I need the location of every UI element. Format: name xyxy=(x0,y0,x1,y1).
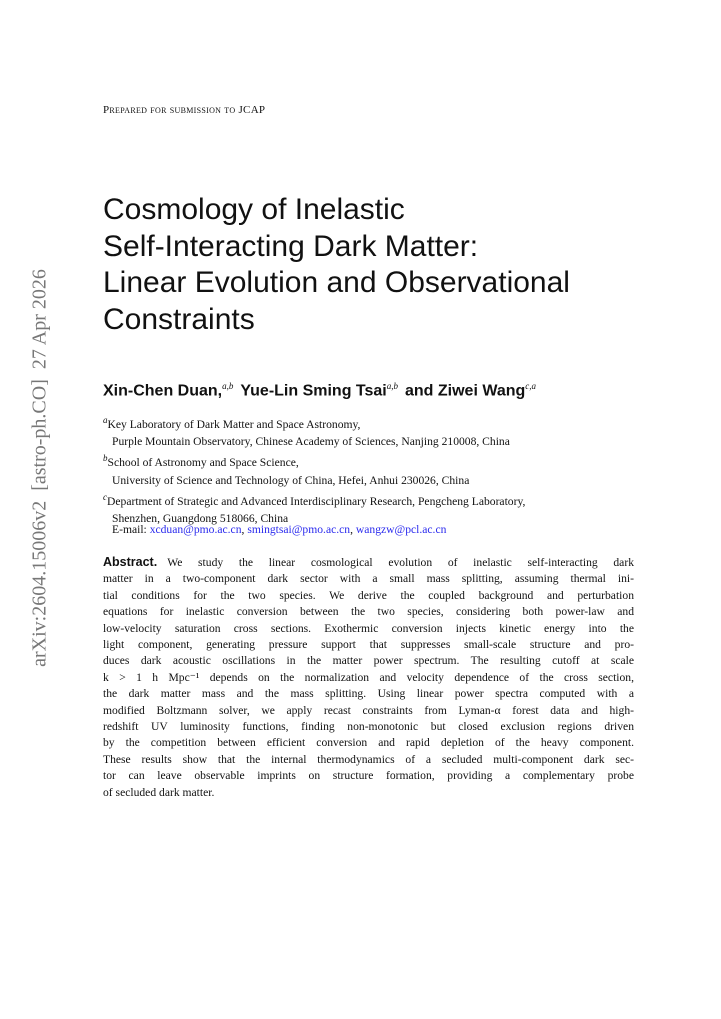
affiliation-line: cDepartment of Strategic and Advanced In… xyxy=(103,489,525,510)
author-name: Yue-Lin Sming Tsai xyxy=(240,382,387,400)
abstract-text: tial conditions for the two species. We … xyxy=(103,588,634,602)
affiliation-line: Shenzhen, Guangdong 518066, China xyxy=(103,510,525,527)
abstract-line: matter in a two-component dark sector wi… xyxy=(103,571,634,587)
abstract-text: the dark matter mass and the mass splitt… xyxy=(103,687,634,701)
abstract-line: equations for inelastic conversion betwe… xyxy=(103,604,634,620)
author-affiliation: c,a xyxy=(525,381,537,391)
arxiv-id: arXiv:2604.15006v2 [astro-ph.CO] 27 Apr … xyxy=(28,269,51,667)
authors: Xin-Chen Duan,a,b Yue-Lin Sming Tsaia,b an… xyxy=(103,381,536,400)
affiliation-line: aKey Laboratory of Dark Matter and Space… xyxy=(103,412,525,433)
abstract-line: by the competition between efficient con… xyxy=(103,735,634,751)
affiliation-text: University of Science and Technology of … xyxy=(112,473,470,487)
abstract-text: equations for inelastic conversion betwe… xyxy=(103,605,634,619)
abstract-line: the dark matter mass and the mass splitt… xyxy=(103,686,634,702)
title: Cosmology of Inelastic Self-Interacting D… xyxy=(103,192,570,338)
abstract-line: redshift UV luminosity functions, findin… xyxy=(103,719,634,735)
abstract-line: tor can leave observable imprints on str… xyxy=(103,768,634,784)
header: Prepared for submission to JCAP xyxy=(103,104,266,116)
affiliation-label: c xyxy=(103,491,107,502)
abstract-text: modified Boltzmann solver, we apply reca… xyxy=(103,703,634,717)
email-separator: , xyxy=(350,523,353,536)
abstract-text: by the competition between efficient con… xyxy=(103,736,634,750)
abstract-line: light component, generating pressure sup… xyxy=(103,637,634,653)
abstract-text: We study the linear cosmological evoluti… xyxy=(167,556,634,569)
abstract-line: tial conditions for the two species. We … xyxy=(103,588,634,604)
abstract-line: of secluded dark matter. xyxy=(103,785,634,801)
abstract-text: redshift UV luminosity functions, findin… xyxy=(103,720,634,734)
abstract-line: These results show that the internal the… xyxy=(103,752,634,768)
affiliation-line: bSchool of Astronomy and Space Science, xyxy=(103,450,525,471)
abstract-text: duces dark acoustic oscillations in the … xyxy=(103,654,634,668)
title-line: Cosmology of Inelastic xyxy=(103,193,405,226)
abstract-line: k > 1 h Mpc⁻¹ depends on the normalizati… xyxy=(103,670,634,686)
affiliation-text: School of Astronomy and Space Science, xyxy=(107,456,299,470)
email-address: wangzw@pcl.ac.cn xyxy=(355,523,447,536)
email: E-mail: xcduan@pmo.ac.cn, smingtsai@pmo.… xyxy=(112,523,446,536)
abstract-line: modified Boltzmann solver, we apply reca… xyxy=(103,703,634,719)
affiliation-line: University of Science and Technology of … xyxy=(103,472,525,489)
affiliation-text: Key Laboratory of Dark Matter and Space … xyxy=(107,417,361,431)
email-address: smingtsai@pmo.ac.cn xyxy=(247,523,351,536)
affiliation-label: b xyxy=(103,453,108,464)
author-name: and Ziwei Wang xyxy=(405,382,526,400)
abstract-text: tor can leave observable imprints on str… xyxy=(103,769,634,783)
affiliation-line: Purple Mountain Observatory, Chinese Aca… xyxy=(103,433,525,450)
abstract-line: low-velocity saturation cross sections. … xyxy=(103,621,634,637)
abstract-text: matter in a two-component dark sector wi… xyxy=(103,572,634,586)
email-separator: , xyxy=(241,523,245,536)
abstract-line: duces dark acoustic oscillations in the … xyxy=(103,653,634,669)
author-affiliation: a,b xyxy=(386,381,398,391)
abstract: Abstract. We study the linear cosmologica… xyxy=(103,554,634,801)
affiliation-text: Department of Strategic and Advanced Int… xyxy=(107,494,526,508)
title-line: Linear Evolution and Observational xyxy=(103,266,570,299)
abstract-text: of secluded dark matter. xyxy=(103,785,215,799)
affiliation-text: Shenzhen, Guangdong 518066, China xyxy=(112,512,289,526)
title-line: Self-Interacting Dark Matter: xyxy=(103,229,479,263)
author: Yue-Lin Sming Tsaia,b xyxy=(240,381,398,400)
email-address: xcduan@pmo.ac.cn xyxy=(149,523,242,536)
affiliation-label: a xyxy=(103,415,108,425)
abstract-text: light component, generating pressure sup… xyxy=(103,638,634,652)
author: and Ziwei Wangc,a xyxy=(405,381,536,400)
author-affiliation: a,b xyxy=(222,381,234,391)
affiliations: aKey Laboratory of Dark Matter and Space… xyxy=(103,412,525,527)
author: Xin-Chen Duan,a,b xyxy=(103,381,233,400)
abstract-text: k > 1 h Mpc⁻¹ depends on the normalizati… xyxy=(103,670,634,684)
abstract-line: Abstract. We study the linear cosmologica… xyxy=(103,554,634,571)
abstract-text: These results show that the internal the… xyxy=(103,752,634,766)
email-label: E-mail: xyxy=(112,523,147,536)
affiliation-text: Purple Mountain Observatory, Chinese Aca… xyxy=(112,435,510,449)
title-line: Constraints xyxy=(103,302,255,336)
abstract-text: low-velocity saturation cross sections. … xyxy=(103,621,634,635)
abstract-label: Abstract. xyxy=(103,555,158,569)
author-name: Xin-Chen Duan, xyxy=(103,382,223,400)
